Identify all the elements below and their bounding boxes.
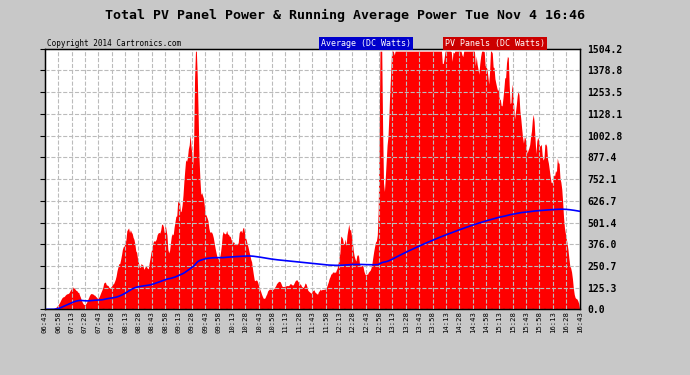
Text: Total PV Panel Power & Running Average Power Tue Nov 4 16:46: Total PV Panel Power & Running Average P…	[105, 9, 585, 22]
Text: Copyright 2014 Cartronics.com: Copyright 2014 Cartronics.com	[47, 39, 181, 48]
Text: Average (DC Watts): Average (DC Watts)	[321, 39, 411, 48]
Text: PV Panels (DC Watts): PV Panels (DC Watts)	[445, 39, 545, 48]
